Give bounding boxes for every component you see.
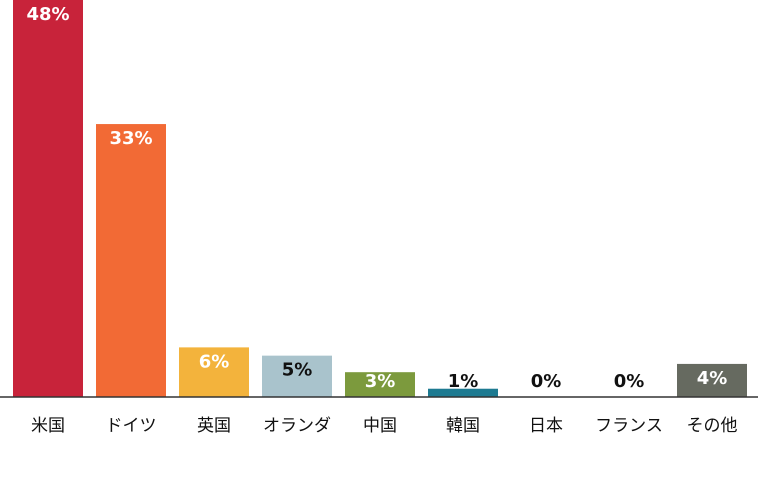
value-label-0: 48%	[26, 4, 69, 25]
value-label-2: 6%	[199, 351, 230, 372]
category-label-7: フランス	[595, 416, 663, 436]
value-label-8: 4%	[697, 368, 728, 389]
category-label-8: その他	[687, 416, 738, 436]
category-label-6: 日本	[529, 416, 563, 436]
bar-2	[179, 347, 249, 397]
bar-3	[262, 355, 332, 397]
bar-4	[345, 372, 415, 397]
category-label-3: オランダ	[263, 416, 331, 436]
category-label-1: ドイツ	[106, 416, 157, 436]
bar-5	[428, 388, 498, 397]
value-label-6: 0%	[531, 371, 562, 392]
value-label-4: 3%	[365, 371, 396, 392]
bar-8	[677, 363, 747, 397]
category-label-4: 中国	[363, 416, 397, 436]
category-label-5: 韓国	[446, 416, 480, 436]
value-label-1: 33%	[109, 128, 152, 149]
category-label-0: 米国	[31, 416, 65, 436]
bar-1	[96, 124, 166, 397]
category-labels-layer: 米国 ドイツ 英国 オランダ 中国 韓国 日本 フランス その他	[31, 416, 738, 436]
value-labels-layer: 48% 33% 6% 5% 3% 1% 0% 0% 4%	[26, 4, 727, 392]
category-label-2: 英国	[197, 416, 231, 436]
bars-layer	[13, 0, 747, 397]
value-label-3: 5%	[282, 360, 313, 381]
bar-0	[13, 0, 83, 397]
value-label-5: 1%	[448, 371, 479, 392]
value-label-7: 0%	[614, 371, 645, 392]
